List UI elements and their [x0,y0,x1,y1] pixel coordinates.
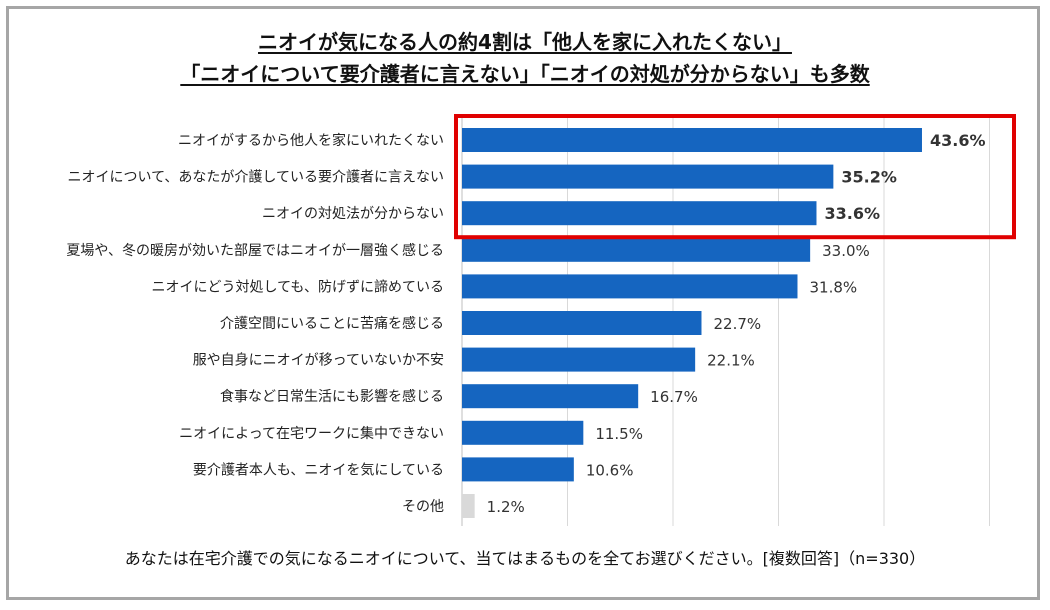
chart-title-text: ニオイが気になる人の約4割は「他人を家に入れたくない」 [258,30,792,54]
category-label: ニオイがするから他人を家にいれたくない [178,132,444,149]
bar [462,457,574,482]
bar [462,347,696,372]
data-label: 31.8% [809,278,857,296]
data-label: 35.2% [841,168,897,187]
bar [462,384,639,409]
category-label: ニオイの対処法が分からない [262,206,444,222]
category-label: ニオイによって在宅ワークに集中できない [179,425,444,442]
category-label: ニオイにどう対処しても、防げずに諦めている [152,278,444,295]
category-label: その他 [402,499,444,515]
bar [462,420,584,445]
category-label: 介護空間にいることに苦痛を感じる [220,315,444,332]
highlight-box [454,114,1016,240]
data-label: 1.2% [487,498,525,516]
category-label: ニオイについて、あなたが介護している要介護者に言えない [68,170,444,186]
category-label: 要介護者本人も、ニオイを気にしている [193,462,444,478]
data-label: 16.7% [650,388,698,406]
data-label: 22.1% [707,352,755,370]
data-label: 33.6% [824,204,880,223]
survey-question-footnote: あなたは在宅介護での気になるニオイについて、当てはまるものを全てお選びください。… [124,549,926,568]
data-label: 33.0% [822,242,870,260]
category-label: 食事など日常生活にも影響を感じる [220,388,444,405]
bar [462,237,811,262]
bar [462,164,834,189]
bar [462,201,817,226]
data-label: 10.6% [586,461,634,479]
chart-frame [6,6,1040,600]
chart-subtitle: 「ニオイについて要介護者に言えない」「ニオイの対処が分からない」も多数 [0,62,1050,86]
data-label: 11.5% [595,425,643,443]
bar [462,274,798,299]
chart-subtitle-text: 「ニオイについて要介護者に言えない」「ニオイの対処が分からない」も多数 [180,62,870,86]
data-label: 22.7% [713,315,761,333]
bar [462,311,702,335]
bar [462,494,475,518]
bar [462,128,922,152]
category-label: 服や自身にニオイが移っていないか不安 [193,353,444,369]
chart-title: ニオイが気になる人の約4割は「他人を家に入れたくない」 [0,30,1050,54]
data-label: 43.6% [930,131,986,150]
category-label: 夏場や、冬の暖房が効いた部屋ではニオイが一層強く感じる [66,242,444,259]
